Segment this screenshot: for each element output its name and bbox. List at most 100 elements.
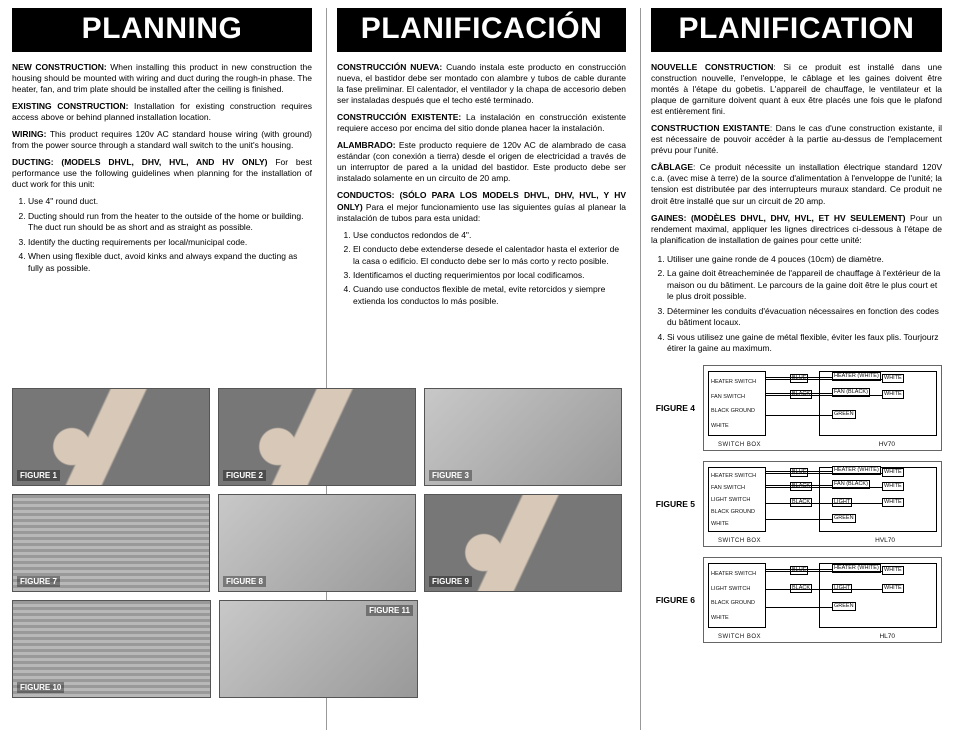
switch-box: HEATER SWITCHFAN SWITCHLIGHT SWITCHBLACK…: [708, 467, 766, 532]
model-label: HL70: [879, 633, 895, 640]
switchbox-row: BLACK GROUND: [711, 408, 763, 414]
para-fr-0: NOUVELLE CONSTRUCTION: Si ce produit est…: [651, 62, 942, 117]
para-en-2: WIRING: This product requires 120v AC st…: [12, 129, 312, 151]
li-es-0: Use conductos redondos de 4".: [353, 230, 626, 241]
switchbox-label: SWITCH BOX: [718, 442, 761, 448]
switchbox-label: SWITCH BOX: [718, 634, 761, 640]
switchbox-row: WHITE: [711, 423, 763, 429]
caption-3: FIGURE 3: [429, 470, 472, 481]
lead-fr-3: GAINES: (MODÈLES DHVL, DHV, HVL, ET HV S…: [651, 213, 905, 223]
switchbox-row: BLACK GROUND: [711, 600, 763, 606]
caption-9: FIGURE 9: [429, 576, 472, 587]
unit-box: [819, 563, 937, 628]
wire-line: [766, 473, 882, 474]
list-es: Use conductos redondos de 4". El conduct…: [337, 230, 626, 308]
body-en-2: This product requires 120v AC standard h…: [12, 129, 312, 150]
switchbox-label: SWITCH BOX: [718, 538, 761, 544]
photo-figure-3: FIGURE 3: [424, 388, 622, 486]
caption-8: FIGURE 8: [223, 576, 266, 587]
switchbox-row: LIGHT SWITCH: [711, 497, 763, 503]
figure-row-5: FIGURE 5 HEATER SWITCHFAN SWITCHLIGHT SW…: [651, 461, 942, 547]
body-fr-2: : Ce produit nécessite un installation é…: [651, 162, 942, 205]
switch-box: HEATER SWITCHLIGHT SWITCHBLACK GROUNDWHI…: [708, 563, 766, 628]
photo-figure-1: FIGURE 1: [12, 388, 210, 486]
switch-box: HEATER SWITCH FAN SWITCH BLACK GROUND WHITE: [708, 371, 766, 436]
para-en-1: EXISTING CONSTRUCTION: Installation for …: [12, 101, 312, 123]
li-en-3: When using flexible duct, avoid kinks an…: [28, 251, 312, 274]
para-es-2: ALAMBRADO: Este producto requiere de 120…: [337, 140, 626, 184]
li-es-2: Identificamos el ducting requerimientos …: [353, 270, 626, 281]
wiring-diagrams: FIGURE 4 HEATER SWITCH FAN SWITCH BLACK GR…: [651, 365, 942, 643]
terminal-label: WHITE: [882, 498, 904, 506]
li-en-2: Identify the ducting requirements per lo…: [28, 237, 312, 248]
lead-fr-1: CONSTRUCTION EXISTANTE: [651, 123, 770, 133]
para-fr-3: GAINES: (MODÈLES DHVL, DHV, HVL, ET HV S…: [651, 213, 942, 246]
caption-10: FIGURE 10: [17, 682, 64, 693]
figure-4-diagram: HEATER SWITCH FAN SWITCH BLACK GROUND WHITE…: [703, 365, 942, 451]
para-es-1: CONSTRUCCIÓN EXISTENTE: La instalación e…: [337, 112, 626, 134]
terminal-label: WHITE: [882, 390, 904, 398]
terminal-label: WHITE: [882, 566, 904, 574]
wire-line: [766, 393, 832, 394]
wire-line: [766, 415, 832, 416]
caption-2: FIGURE 2: [223, 470, 266, 481]
list-fr: Utiliser une gaine ronde de 4 pouces (10…: [651, 254, 942, 358]
body-es-3: Para el mejor funcionamiento use las sig…: [337, 202, 626, 223]
lead-es-2: ALAMBRADO:: [337, 140, 396, 150]
terminal-label: WHITE: [882, 482, 904, 490]
switchbox-row: HEATER SWITCH: [711, 379, 763, 385]
figure-4-label: FIGURE 4: [651, 403, 695, 413]
lead-en-1: EXISTING CONSTRUCTION:: [12, 101, 129, 111]
lead-en-3: DUCTING: (MODELS DHVL, DHV, HVL, AND HV …: [12, 157, 268, 167]
heading-en: PLANNING: [12, 8, 312, 52]
figure-row-6: FIGURE 6 HEATER SWITCHLIGHT SWITCHBLACK …: [651, 557, 942, 643]
photo-figure-10: FIGURE 10: [12, 600, 211, 698]
photo-figure-9: FIGURE 9: [424, 494, 622, 592]
li-es-3: Cuando use conductos flexible de metal, …: [353, 284, 626, 307]
terminal-label: WHITE: [882, 468, 904, 476]
caption-7: FIGURE 7: [17, 576, 60, 587]
li-fr-2: Déterminer les conduits d'évacuation néc…: [667, 306, 942, 329]
figure-6-diagram: HEATER SWITCHLIGHT SWITCHBLACK GROUNDWHI…: [703, 557, 942, 643]
wire-line: [766, 395, 882, 396]
switchbox-row: FAN SWITCH: [711, 394, 763, 400]
terminal-label: GREEN: [832, 602, 856, 610]
list-en: Use 4" round duct. Ducting should run fr…: [12, 196, 312, 274]
wire-line: [766, 607, 832, 608]
wire-line: [766, 589, 882, 590]
li-en-1: Ducting should run from the heater to th…: [28, 211, 312, 234]
lead-en-0: NEW CONSTRUCTION:: [12, 62, 107, 72]
lead-es-1: CONSTRUCCIÓN EXISTENTE:: [337, 112, 461, 122]
lead-en-2: WIRING:: [12, 129, 46, 139]
switchbox-row: WHITE: [711, 615, 763, 621]
wire-line: [766, 379, 882, 380]
photo-grid: FIGURE 1 FIGURE 2 FIGURE 3 FIGURE 7 FIGU…: [12, 388, 622, 592]
lead-es-0: CONSTRUCCIÓN NUEVA:: [337, 62, 442, 72]
switchbox-row: HEATER SWITCH: [711, 571, 763, 577]
photo-row-bottom: FIGURE 10 FIGURE 11: [12, 600, 418, 698]
photo-figure-7: FIGURE 7: [12, 494, 210, 592]
li-fr-0: Utiliser une gaine ronde de 4 pouces (10…: [667, 254, 942, 265]
switchbox-row: HEATER SWITCH: [711, 473, 763, 479]
photo-figure-11: FIGURE 11: [219, 600, 418, 698]
column-french: PLANIFICATION NOUVELLE CONSTRUCTION: Si …: [640, 8, 942, 730]
para-es-0: CONSTRUCCIÓN NUEVA: Cuando instala este …: [337, 62, 626, 106]
unit-box: [819, 371, 937, 436]
photo-section: FIGURE 1 FIGURE 2 FIGURE 3 FIGURE 7 FIGU…: [12, 378, 622, 698]
para-fr-2: CÂBLAGE: Ce produit nécessite un install…: [651, 162, 942, 206]
figure-6-label: FIGURE 6: [651, 595, 695, 605]
terminal-label: WHITE: [882, 584, 904, 592]
li-es-1: El conducto debe extenderse desede el ca…: [353, 244, 626, 267]
li-fr-3: Si vous utilisez une gaine de métal flex…: [667, 332, 942, 355]
li-fr-1: La gaine doit êtreacheminée de l'apparei…: [667, 268, 942, 302]
lead-fr-0: NOUVELLE CONSTRUCTION: [651, 62, 773, 72]
lead-fr-2: CÂBLAGE: [651, 162, 693, 172]
terminal-label: GREEN: [832, 410, 856, 418]
model-label: HVL70: [875, 537, 895, 544]
caption-1: FIGURE 1: [17, 470, 60, 481]
wire-line: [766, 503, 882, 504]
terminal-label: WHITE: [882, 374, 904, 382]
wire-line: [766, 569, 832, 570]
switchbox-row: WHITE: [711, 521, 763, 527]
terminal-label: GREEN: [832, 514, 856, 522]
